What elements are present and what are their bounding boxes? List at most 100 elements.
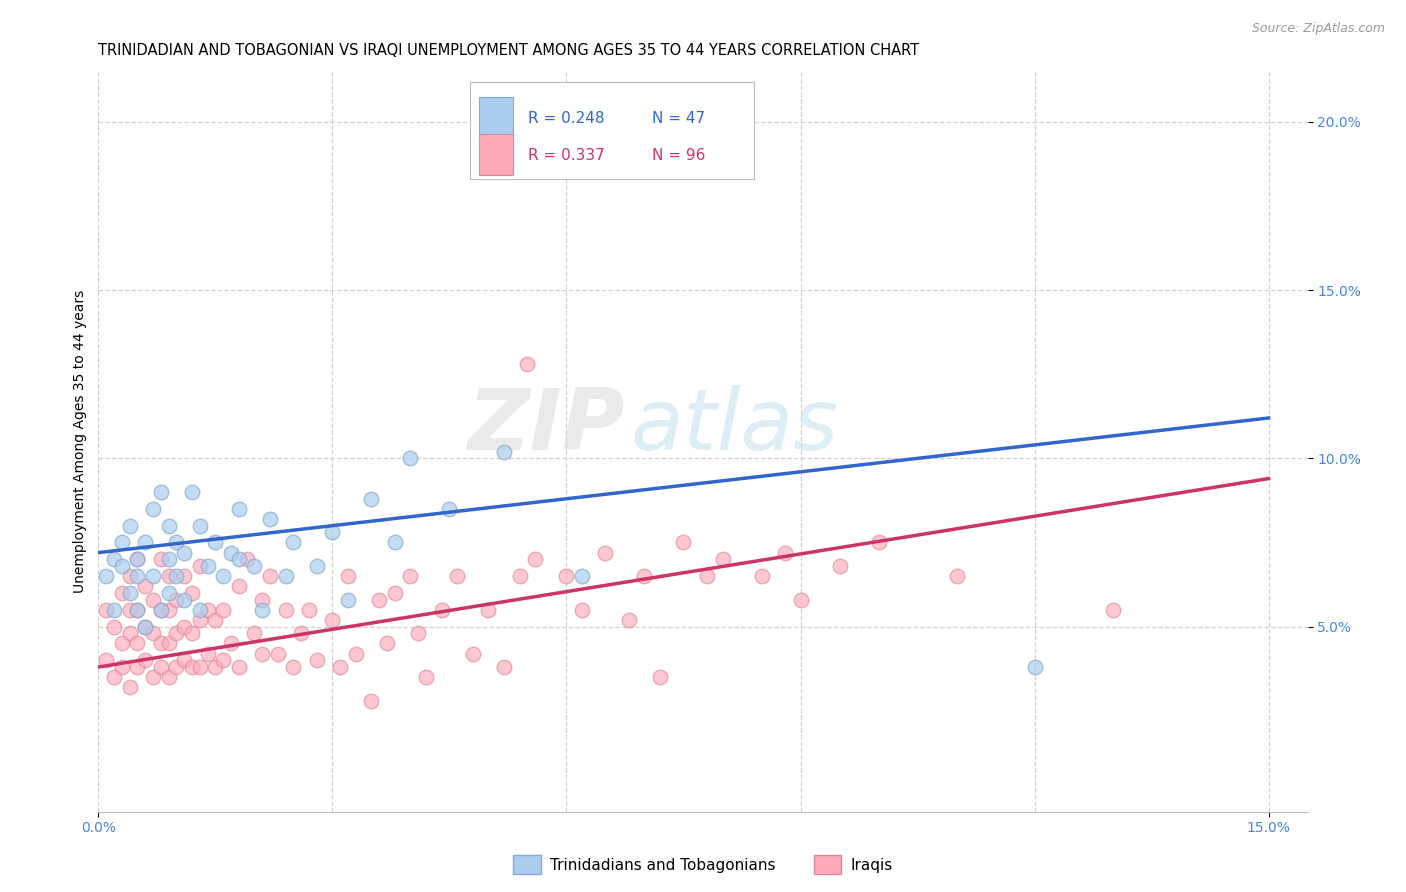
Point (173, 569, 195, 583)
Point (212, 653, 235, 667)
Point (274, 603, 297, 617)
Point (149, 603, 172, 617)
Point (235, 552, 257, 566)
Point (127, 569, 149, 583)
Point (228, 501, 250, 516)
Point (375, 636, 398, 650)
Text: Source: ZipAtlas.com: Source: ZipAtlas.com (1251, 22, 1385, 36)
Text: TRINIDADIAN AND TOBAGONIAN VS IRAQI UNEMPLOYMENT AMONG AGES 35 TO 44 YEARS CORRE: TRINIDADIAN AND TOBAGONIAN VS IRAQI UNEM… (98, 43, 920, 58)
Point (228, 660, 250, 674)
Point (828, 559, 851, 574)
Point (595, 546, 617, 560)
Point (149, 552, 172, 566)
Point (337, 569, 360, 583)
Point (259, 569, 281, 583)
Point (212, 603, 235, 617)
Point (571, 603, 593, 617)
Point (384, 535, 406, 549)
Point (173, 546, 195, 560)
Point (430, 603, 453, 617)
Point (188, 559, 211, 574)
Point (118, 518, 141, 533)
Point (329, 660, 352, 674)
Point (555, 569, 578, 583)
Legend: Trinidadians and Tobagonians, Iraqis: Trinidadians and Tobagonians, Iraqis (508, 849, 898, 880)
Point (360, 491, 382, 506)
Point (134, 619, 156, 633)
Point (228, 579, 250, 593)
Point (181, 586, 204, 600)
Point (274, 569, 297, 583)
Point (134, 579, 156, 593)
Point (305, 559, 328, 574)
Point (173, 653, 195, 667)
Point (127, 660, 149, 674)
Text: ZIP: ZIP (467, 385, 624, 468)
Point (633, 569, 655, 583)
Point (571, 569, 593, 583)
Point (149, 485, 172, 500)
Text: R = 0.337: R = 0.337 (527, 147, 605, 162)
Point (252, 592, 274, 607)
Point (149, 636, 172, 650)
Point (188, 603, 211, 617)
Point (773, 546, 796, 560)
Point (127, 603, 149, 617)
Point (252, 647, 274, 661)
Point (321, 525, 343, 540)
Point (134, 653, 156, 667)
Point (696, 569, 718, 583)
Point (96, 653, 118, 667)
Point (142, 670, 165, 684)
Point (290, 626, 312, 640)
Point (103, 619, 125, 633)
Point (157, 636, 180, 650)
Point (165, 569, 187, 583)
Text: N = 47: N = 47 (652, 111, 706, 126)
Point (165, 592, 187, 607)
Point (165, 660, 187, 674)
Point (243, 559, 266, 574)
Point (118, 569, 141, 583)
Point (406, 626, 429, 640)
Point (439, 501, 461, 516)
Point (945, 569, 967, 583)
Point (197, 647, 219, 661)
Point (617, 613, 640, 627)
Point (1024, 660, 1046, 674)
Bar (479, 97, 513, 138)
Point (181, 626, 204, 640)
Point (127, 636, 149, 650)
Point (149, 660, 172, 674)
Point (305, 653, 328, 667)
Point (111, 535, 134, 549)
Point (399, 451, 422, 466)
Point (142, 501, 165, 516)
Point (188, 660, 211, 674)
Point (204, 535, 226, 549)
Point (283, 535, 305, 549)
Point (204, 613, 226, 627)
Point (219, 546, 242, 560)
Point (165, 626, 187, 640)
Point (212, 569, 235, 583)
Point (228, 552, 250, 566)
Point (243, 626, 266, 640)
FancyBboxPatch shape (470, 82, 754, 178)
Bar (479, 135, 513, 175)
Point (337, 592, 360, 607)
Point (494, 660, 516, 674)
Point (111, 636, 134, 650)
Point (188, 613, 211, 627)
Point (360, 694, 382, 708)
Point (134, 619, 156, 633)
Point (321, 613, 343, 627)
Point (868, 535, 890, 549)
Point (298, 603, 321, 617)
Point (127, 603, 149, 617)
Point (118, 586, 141, 600)
Point (197, 603, 219, 617)
Point (461, 647, 484, 661)
Point (157, 603, 180, 617)
Point (259, 512, 281, 526)
